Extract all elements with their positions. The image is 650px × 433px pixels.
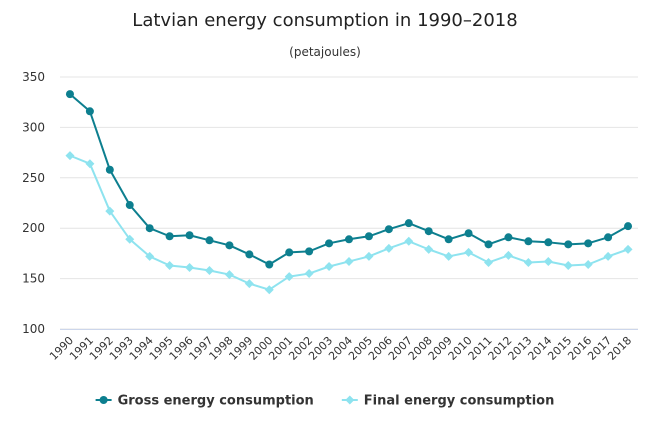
legend-label: Final energy consumption [364,394,555,409]
data-point[interactable] [204,266,214,276]
data-point[interactable] [105,206,115,216]
data-point[interactable] [145,251,155,261]
data-point[interactable] [544,238,553,247]
data-point[interactable] [244,279,254,289]
legend-item-1[interactable]: Gross energy consumption [95,394,314,409]
data-point[interactable] [604,233,613,242]
data-point[interactable] [404,219,413,228]
x-axis-ticks: 1990199119921993199419951996199719981999… [47,334,634,363]
data-point[interactable] [85,107,94,116]
data-point[interactable] [205,236,214,245]
data-point[interactable] [584,239,593,248]
data-point[interactable] [65,90,74,99]
data-point[interactable] [364,232,373,241]
data-point[interactable] [85,159,95,169]
data-point[interactable] [224,270,234,280]
data-point[interactable] [305,247,314,256]
data-point[interactable] [304,269,314,279]
data-point[interactable] [444,235,453,244]
data-point[interactable] [165,260,175,270]
data-point[interactable] [464,229,473,238]
data-point[interactable] [284,272,294,282]
data-point[interactable] [265,260,274,269]
chart-subtitle: (petajoules) [289,45,361,59]
data-point[interactable] [623,244,633,254]
data-point[interactable] [285,248,294,257]
data-point[interactable] [464,247,474,257]
grid-lines [60,76,638,330]
y-tick-label: 250 [22,171,45,185]
data-point[interactable] [125,234,135,244]
y-axis-ticks: 100 150 200 250 300 350 [22,70,45,336]
legend-label: Gross energy consumption [118,394,314,409]
y-tick-label: 300 [22,120,45,134]
data-point[interactable] [325,239,334,248]
data-point[interactable] [324,262,334,272]
data-point[interactable] [603,251,613,261]
legend-item-2[interactable]: Final energy consumption [341,394,555,409]
data-point[interactable] [563,260,573,270]
chart-title: Latvian energy consumption in 1990–2018 [132,10,517,31]
data-point[interactable] [404,236,414,246]
series-2 [65,151,633,295]
data-point[interactable] [444,251,454,261]
data-point[interactable] [504,233,513,242]
data-point[interactable] [523,257,533,267]
data-point[interactable] [543,256,553,266]
series-group [65,90,633,295]
data-point[interactable] [125,201,134,210]
data-point[interactable] [564,240,573,249]
y-tick-label: 350 [22,70,45,84]
data-point[interactable] [345,235,353,244]
data-point[interactable] [424,244,434,254]
legend-symbol [99,396,108,404]
data-point[interactable] [624,222,633,231]
data-point[interactable] [65,151,75,161]
data-point[interactable] [145,224,154,233]
data-point[interactable] [484,240,493,249]
y-tick-label: 100 [22,322,45,336]
data-point[interactable] [364,251,374,261]
data-point[interactable] [524,237,533,246]
series-line [69,154,629,291]
data-point[interactable] [185,263,195,273]
data-point[interactable] [384,225,393,234]
legend: Gross energy consumption Final energy con… [95,394,555,409]
y-tick-label: 200 [22,221,45,235]
x-tick-label: 2018 [605,334,634,363]
data-point[interactable] [344,256,354,266]
series-1 [65,90,633,269]
data-point[interactable] [503,250,513,260]
data-point[interactable] [105,165,114,174]
data-point[interactable] [264,285,274,295]
data-point[interactable] [384,243,394,253]
data-point[interactable] [165,232,174,241]
data-point[interactable] [185,231,194,240]
data-point[interactable] [424,227,433,236]
data-point[interactable] [583,259,593,269]
y-tick-label: 150 [22,272,45,286]
data-point[interactable] [484,257,494,267]
data-point[interactable] [245,250,254,259]
legend-symbol [345,395,355,405]
data-point[interactable] [225,241,234,250]
